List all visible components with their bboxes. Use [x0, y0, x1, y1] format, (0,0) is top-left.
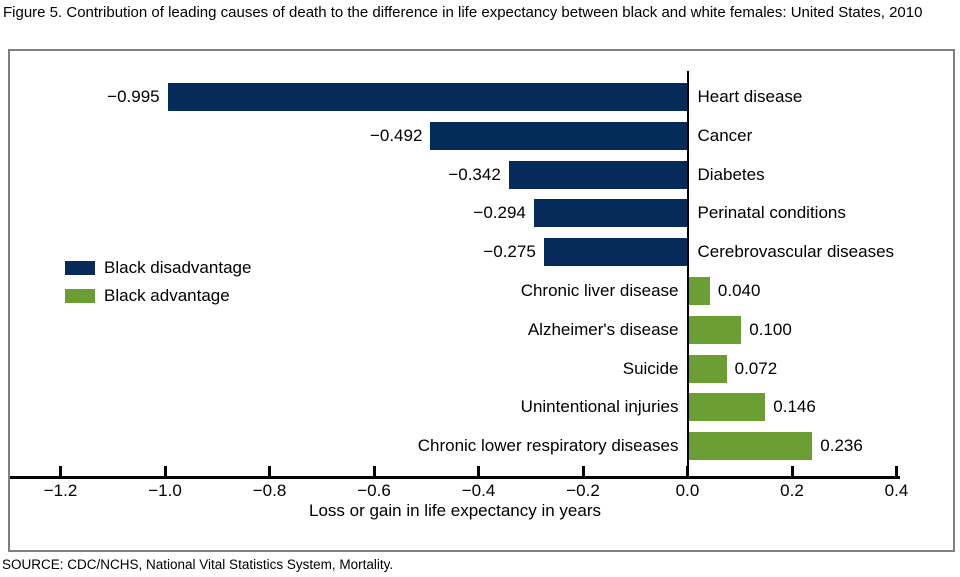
axis-tick-label-4: −0.4 [461, 481, 496, 500]
value-label-alzheimer-s-disease: 0.100 [749, 319, 792, 339]
category-label-diabetes: Diabetes [697, 164, 765, 184]
axis-tick-5 [581, 466, 585, 476]
x-axis-title: Loss or gain in life expectancy in years [309, 501, 601, 520]
axis-tick-label-0: −1.2 [43, 481, 78, 500]
value-label-cerebrovascular-diseases: −0.275 [483, 242, 536, 262]
axis-tick-label-2: −0.8 [252, 481, 287, 500]
value-label-chronic-lower-respiratory-diseases: 0.236 [820, 436, 863, 456]
axis-tick-1 [163, 466, 167, 476]
value-label-perinatal-conditions: −0.294 [473, 203, 526, 223]
bar-alzheimer-s-disease [689, 315, 742, 344]
value-label-cancer: −0.492 [369, 125, 423, 145]
bar-cancer [430, 121, 688, 150]
figure-title: Figure 5. Contribution of leading causes… [3, 4, 923, 21]
category-label-suicide: Suicide [622, 358, 679, 378]
bar-perinatal-conditions [533, 199, 688, 228]
axis-tick-label-6: 0.0 [675, 481, 700, 500]
category-label-perinatal-conditions: Perinatal conditions [697, 203, 846, 223]
chart-panel: Black disadvantage Black advantage Loss … [8, 49, 955, 552]
axis-tick-label-3: −0.6 [357, 481, 391, 500]
bar-suicide [689, 354, 727, 383]
bar-heart-disease [167, 83, 688, 111]
bar-chronic-lower-respiratory-diseases [689, 432, 813, 461]
bar-diabetes [508, 160, 688, 189]
source-note: SOURCE: CDC/NCHS, National Vital Statist… [2, 557, 394, 572]
axis-tick-8 [895, 466, 898, 476]
axis-tick-label-1: −1.0 [148, 481, 182, 500]
axis-tick-label-7: 0.2 [780, 481, 804, 500]
advantage-swatch-icon [65, 289, 95, 303]
legend-item-disadvantage: Black disadvantage [65, 254, 251, 282]
x-axis-line [10, 476, 900, 479]
axis-tick-label-5: −0.2 [566, 481, 600, 500]
category-label-chronic-liver-disease: Chronic liver disease [520, 281, 679, 300]
axis-tick-3 [372, 466, 376, 476]
value-label-heart-disease: −0.995 [107, 87, 160, 106]
axis-tick-0 [59, 466, 62, 476]
category-label-chronic-lower-respiratory-diseases: Chronic lower respiratory diseases [417, 436, 679, 456]
category-label-unintentional-injuries: Unintentional injuries [520, 397, 679, 417]
bar-chronic-liver-disease [689, 277, 710, 305]
bar-unintentional-injuries [689, 393, 766, 422]
value-label-unintentional-injuries: 0.146 [773, 397, 816, 417]
category-label-alzheimer-s-disease: Alzheimer's disease [527, 319, 679, 339]
legend-label: Black advantage [104, 286, 230, 305]
legend-label: Black disadvantage [104, 258, 252, 277]
axis-tick-label-8: 0.4 [884, 481, 909, 500]
bar-cerebrovascular-diseases [543, 238, 688, 267]
legend: Black disadvantage Black advantage [65, 254, 251, 310]
value-label-diabetes: −0.342 [448, 164, 501, 184]
category-label-heart-disease: Heart disease [697, 87, 803, 106]
zero-line [686, 71, 689, 479]
disadvantage-swatch-icon [65, 261, 95, 275]
category-label-cerebrovascular-diseases: Cerebrovascular diseases [697, 242, 895, 262]
axis-tick-2 [268, 466, 271, 476]
axis-tick-7 [790, 466, 794, 476]
legend-item-advantage: Black advantage [65, 282, 251, 310]
category-label-cancer: Cancer [697, 125, 753, 145]
axis-tick-4 [477, 466, 480, 476]
value-label-chronic-liver-disease: 0.040 [717, 281, 761, 300]
value-label-suicide: 0.072 [734, 358, 778, 378]
